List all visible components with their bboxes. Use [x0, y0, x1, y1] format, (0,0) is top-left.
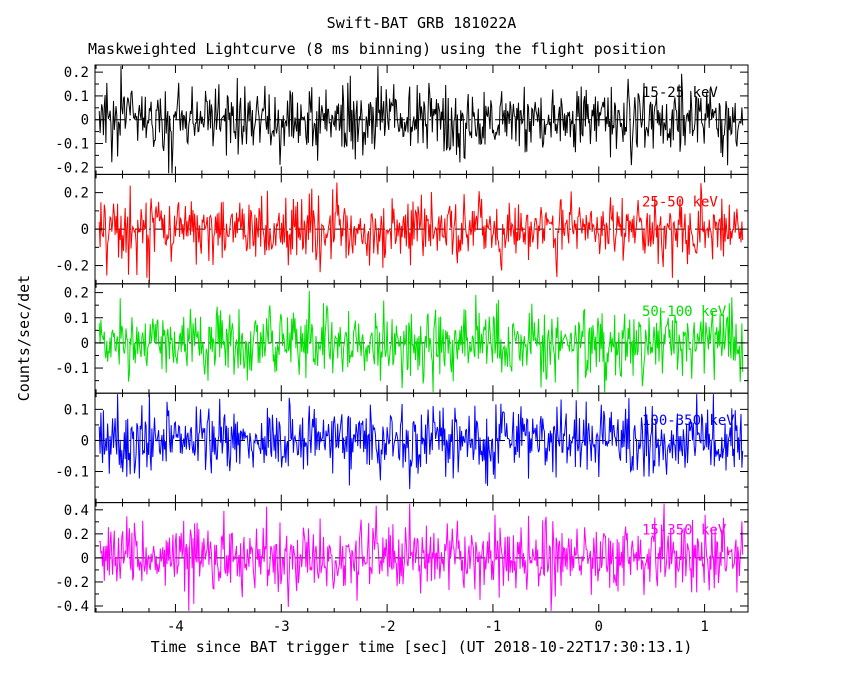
- y-tick-label: -0.1: [55, 136, 89, 152]
- plot-subtitle: Maskweighted Lightcurve (8 ms binning) u…: [88, 40, 666, 58]
- trace-15-350-keV: [99, 503, 744, 611]
- y-tick-label: -0.4: [55, 599, 89, 615]
- y-tick-label: 0.2: [64, 527, 89, 543]
- y-tick-label: 0: [81, 336, 89, 352]
- trace-15-25-keV: [98, 66, 744, 174]
- x-tick-label: 0: [595, 619, 603, 635]
- y-tick-label: 0: [81, 551, 89, 567]
- y-tick-label: 0.1: [64, 89, 89, 105]
- panel-15-350-keV: 0.4 0.2 0 -0.2 -0.4 15-350 keV: [55, 502, 749, 615]
- panel-15-25-keV: 0.2 0.1 0 -0.1 -0.2 15-25 keV: [55, 64, 749, 176]
- y-tick-label: -0.1: [55, 361, 89, 377]
- y-tick-label: -0.2: [55, 160, 89, 176]
- x-tick-label: -2: [379, 619, 396, 635]
- energy-band-label: 15-350 keV: [642, 523, 727, 539]
- y-tick-label: 0: [81, 113, 89, 129]
- x-tick-label: -4: [167, 619, 184, 635]
- y-tick-label: -0.2: [55, 259, 89, 275]
- trace-100-350-keV: [98, 394, 744, 490]
- y-tick-label: -0.1: [55, 465, 89, 481]
- trace-50-100-keV: [98, 290, 744, 393]
- y-tick-label: 0.2: [64, 286, 89, 302]
- y-tick-label: 0.2: [64, 65, 89, 81]
- x-tick-label: 1: [700, 619, 708, 635]
- y-tick-label: -0.2: [55, 575, 89, 591]
- panel-50-100-keV: 0.2 0.1 0 -0.1 50-100 keV: [55, 283, 749, 394]
- energy-band-label: 50-100 keV: [642, 304, 727, 320]
- panel-100-350-keV: 0.1 0 -0.1 100-350 keV: [55, 392, 749, 504]
- y-tick-label: 0: [81, 433, 89, 449]
- y-tick-label: 0.1: [64, 311, 89, 327]
- y-tick-label: 0.1: [64, 402, 89, 418]
- trace-25-50-keV: [98, 182, 744, 283]
- y-tick-label: 0.2: [64, 186, 89, 202]
- energy-band-label: 25-50 keV: [642, 194, 718, 210]
- y-tick-label: 0: [81, 222, 89, 238]
- x-axis-label: Time since BAT trigger time [sec] (UT 20…: [150, 638, 693, 656]
- plot-title: Swift-BAT GRB 181022A: [326, 14, 517, 32]
- x-tick-label: -3: [273, 619, 290, 635]
- panel-25-50-keV: 0.2 0 -0.2 25-50 keV: [55, 173, 749, 285]
- x-tick-label: -1: [485, 619, 502, 635]
- panel-frame: [94, 502, 749, 613]
- energy-band-label: 15-25 keV: [642, 85, 718, 101]
- energy-band-label: 100-350 keV: [642, 413, 735, 429]
- y-tick-label: 0.4: [64, 503, 89, 519]
